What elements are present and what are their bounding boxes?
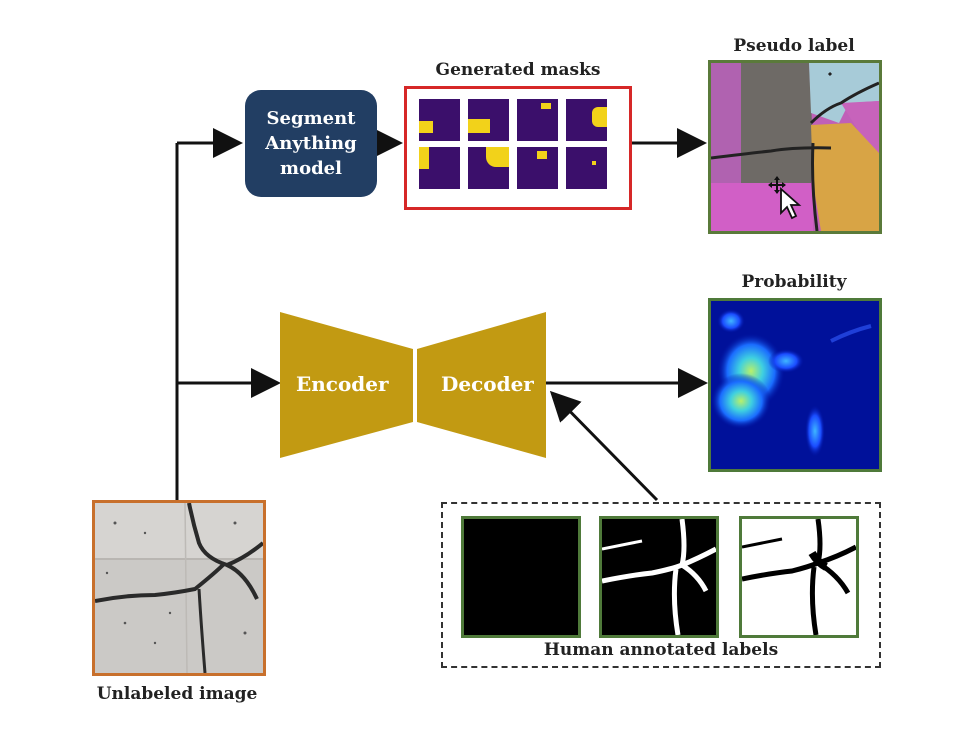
probability-title: Probability — [741, 272, 847, 292]
mouse-cursor-icon — [780, 187, 802, 220]
mask-tile — [566, 99, 607, 141]
arrow-labels-to-decoder — [549, 390, 659, 502]
generated-masks-title: Generated masks — [435, 60, 601, 80]
sam-line-2: Anything — [265, 133, 357, 154]
mask-tile — [517, 147, 558, 189]
mask-tile — [566, 147, 607, 189]
mask-tile — [419, 147, 460, 189]
decoder-label: Decoder — [441, 372, 534, 396]
pseudo-label-title: Pseudo label — [733, 36, 855, 56]
label-image-mask-black — [739, 516, 859, 638]
mask-tile — [468, 147, 509, 189]
mask-tile — [468, 99, 509, 141]
encoder-decoder-shape — [280, 312, 546, 458]
encoder-label: Encoder — [296, 372, 389, 396]
move-cursor-icon — [768, 176, 786, 194]
sam-line-3: model — [280, 158, 342, 179]
label-image-mask-white — [599, 516, 719, 638]
unlabeled-image — [92, 500, 266, 676]
sam-line-1: Segment — [266, 108, 356, 129]
mask-tile — [517, 99, 558, 141]
human-annotated-labels-panel: Human annotated labels — [441, 502, 881, 668]
unlabeled-image-title: Unlabeled image — [96, 684, 258, 704]
pseudo-label-image — [708, 60, 882, 234]
label-image-empty — [461, 516, 581, 638]
human-annotated-labels-title: Human annotated labels — [543, 640, 779, 660]
generated-masks-panel — [404, 86, 632, 210]
mask-tile — [419, 99, 460, 141]
sam-block: Segment Anything model — [245, 90, 377, 197]
probability-map-image — [708, 298, 882, 472]
